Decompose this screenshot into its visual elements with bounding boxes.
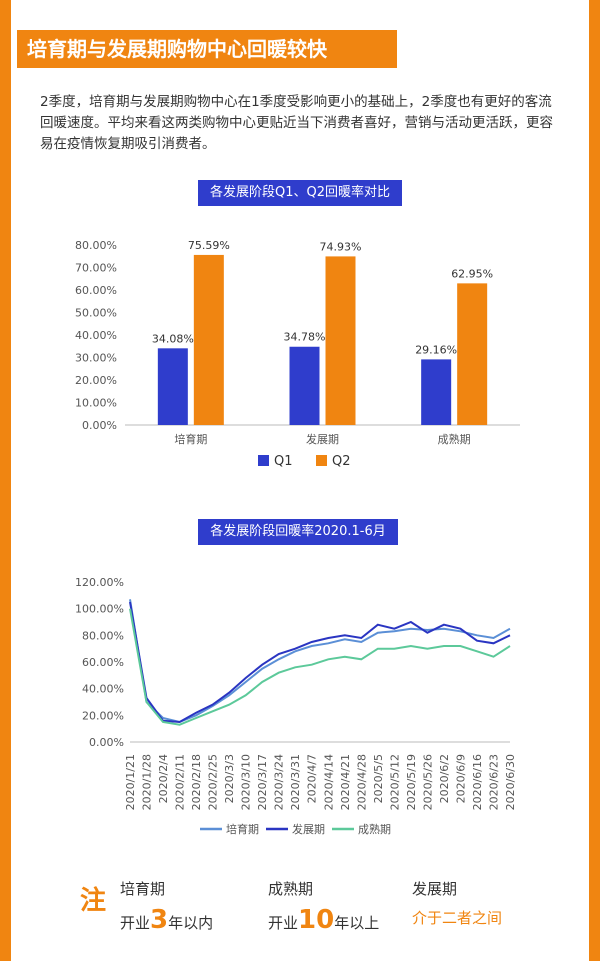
x-tick-label: 2020/3/24 bbox=[273, 754, 286, 810]
bar-data-label: 75.59% bbox=[188, 239, 230, 252]
x-tick-label: 2020/2/18 bbox=[190, 754, 203, 810]
x-tick-label: 培育期 bbox=[174, 432, 207, 446]
y-tick-label: 80.00% bbox=[82, 629, 124, 642]
x-tick-label: 2020/3/10 bbox=[240, 754, 253, 810]
x-tick-label: 2020/6/9 bbox=[454, 754, 467, 803]
note-fazhan-text: 介于二者之间 bbox=[412, 909, 503, 927]
line-chart: 0.00% 20.00% 40.00% 60.00% 80.00% 100.00% 120.… bbox=[75, 576, 517, 836]
y-tick-label: 80.00% bbox=[75, 239, 117, 252]
note-peiyu-num: 3 bbox=[150, 905, 169, 935]
y-tick-label: 60.00% bbox=[82, 656, 124, 669]
x-tick-label: 2020/6/2 bbox=[438, 754, 451, 803]
y-tick-label: 20.00% bbox=[82, 709, 124, 722]
legend-label-q1: Q1 bbox=[274, 454, 293, 469]
x-tick-label: 2020/6/16 bbox=[471, 754, 484, 810]
left-accent-bar bbox=[0, 0, 11, 961]
series-line-fazhan bbox=[129, 601, 511, 724]
x-tick-label: 2020/6/30 bbox=[504, 754, 517, 810]
y-tick-label: 60.00% bbox=[75, 284, 117, 297]
note-chengshu-post: 年以上 bbox=[334, 914, 380, 932]
legend-label-2: 成熟期 bbox=[358, 822, 391, 836]
legend-swatch-q1 bbox=[258, 455, 269, 466]
line-chart-title: 各发展阶段回暖率2020.1-6月 bbox=[198, 519, 398, 545]
x-tick-label: 2020/3/3 bbox=[223, 754, 236, 803]
x-tick-label: 2020/3/31 bbox=[289, 754, 302, 810]
series-line-peiyu bbox=[129, 599, 511, 724]
y-tick-label: 70.00% bbox=[75, 262, 117, 275]
x-tick-label: 2020/2/25 bbox=[207, 754, 220, 810]
y-tick-label: 10.00% bbox=[75, 397, 117, 410]
legend-label-q2: Q2 bbox=[332, 454, 351, 469]
note-peiyu-post: 年以内 bbox=[168, 914, 214, 932]
x-tick-label: 2020/5/26 bbox=[421, 754, 434, 810]
bar-q1 bbox=[289, 346, 320, 425]
y-tick-label: 40.00% bbox=[82, 683, 124, 696]
x-tick-label: 2020/5/19 bbox=[405, 754, 418, 810]
x-tick-label: 2020/4/28 bbox=[355, 754, 368, 810]
note-peiyu-pre: 开业 bbox=[120, 914, 151, 932]
bar-q2 bbox=[457, 283, 488, 425]
bar-q1 bbox=[421, 359, 452, 425]
page-title: 培育期与发展期购物中心回暖较快 bbox=[17, 30, 397, 68]
y-tick-label: 120.00% bbox=[75, 576, 124, 589]
y-tick-label: 30.00% bbox=[75, 352, 117, 365]
note-chengshu-name: 成熟期 bbox=[268, 880, 314, 898]
bar-q1 bbox=[157, 348, 188, 425]
note-fazhan: 发展期 介于二者之间 bbox=[412, 878, 502, 928]
right-accent-bar bbox=[589, 0, 600, 961]
x-tick-label: 2020/4/14 bbox=[322, 754, 335, 810]
note-chengshu-pre: 开业 bbox=[268, 914, 299, 932]
intro-paragraph: 2季度，培育期与发展期购物中心在1季度受影响更小的基础上，2季度也有更好的客流回… bbox=[40, 94, 553, 152]
y-tick-label: 20.00% bbox=[75, 374, 117, 387]
bar-data-label: 34.08% bbox=[152, 332, 194, 345]
x-tick-label: 2020/4/21 bbox=[339, 754, 352, 810]
x-tick-label: 2020/4/7 bbox=[306, 754, 319, 803]
y-tick-label: 50.00% bbox=[75, 307, 117, 320]
bar-data-label: 62.95% bbox=[451, 267, 493, 280]
y-tick-label: 40.00% bbox=[75, 329, 117, 342]
y-tick-label: 0.00% bbox=[89, 736, 124, 749]
note-peiyu-name: 培育期 bbox=[120, 880, 166, 898]
note-mark: 注 bbox=[80, 886, 107, 916]
bar-q2 bbox=[193, 254, 224, 425]
x-tick-label: 发展期 bbox=[306, 432, 339, 446]
bar-chart-title: 各发展阶段Q1、Q2回暖率对比 bbox=[198, 180, 402, 206]
y-tick-label: 100.00% bbox=[75, 603, 124, 616]
note-peiyu: 培育期 开业3年以内 bbox=[120, 878, 213, 933]
x-tick-label: 2020/2/11 bbox=[174, 754, 187, 810]
bar-q2 bbox=[325, 256, 356, 425]
x-tick-label: 2020/6/23 bbox=[487, 754, 500, 810]
bar-data-label: 29.16% bbox=[415, 343, 457, 356]
legend-label-1: 发展期 bbox=[292, 822, 325, 836]
x-tick-label: 2020/1/28 bbox=[141, 754, 154, 810]
note-fazhan-name: 发展期 bbox=[412, 880, 458, 898]
x-tick-label: 成熟期 bbox=[438, 432, 471, 446]
x-tick-label: 2020/2/4 bbox=[157, 754, 170, 803]
x-tick-label: 2020/1/21 bbox=[124, 754, 137, 810]
y-tick-label: 0.00% bbox=[82, 419, 117, 432]
note-chengshu: 成熟期 开业10年以上 bbox=[268, 878, 379, 933]
note-chengshu-num: 10 bbox=[298, 905, 335, 935]
bar-chart: 0.00% 10.00% 20.00% 30.00% 40.00% 50.00% 60.00… bbox=[75, 239, 520, 469]
x-tick-label: 2020/3/17 bbox=[256, 754, 269, 810]
bar-data-label: 34.78% bbox=[284, 331, 326, 344]
legend-swatch-q2 bbox=[316, 455, 327, 466]
x-tick-label: 2020/5/12 bbox=[388, 754, 401, 810]
x-tick-label: 2020/5/5 bbox=[372, 754, 385, 803]
legend-label-0: 培育期 bbox=[226, 822, 259, 836]
bar-data-label: 74.93% bbox=[320, 240, 362, 253]
series-line-chengshu bbox=[129, 608, 511, 726]
